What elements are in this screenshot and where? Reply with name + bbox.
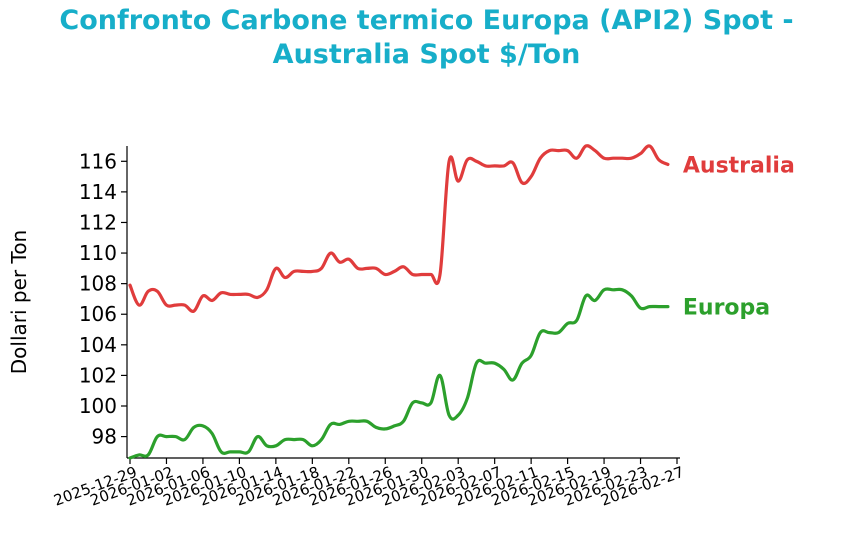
chart-title: Confronto Carbone termico Europa (API2) … [0,4,853,72]
series-line-australia [128,144,670,314]
series-line-europa [128,287,670,460]
y-tick-label: 108 [79,272,117,296]
axes [126,146,680,459]
chart-title-line-1: Confronto Carbone termico Europa (API2) … [59,5,794,36]
y-tick-label: 110 [79,241,117,265]
y-axis-label: Dollari per Ton [7,230,31,374]
y-tick-label: 98 [92,425,117,449]
y-tick-label: 102 [79,363,117,387]
y-ticks: 98 100 102 104 106 108 110 112 114 116 [79,149,127,449]
series-label-australia: Australia [683,153,795,178]
y-tick-label: 100 [79,394,117,418]
series-lines [128,144,670,460]
series-label-europa: Europa [683,296,770,321]
y-tick-label: 114 [79,180,117,204]
chart-title-line-2: Australia Spot $/Ton [272,39,581,70]
y-tick-label: 104 [79,333,117,357]
y-tick-label: 116 [79,149,117,173]
y-tick-label: 112 [79,210,117,234]
x-ticks: 2025-12-292026-01-022026-01-062026-01-10… [51,458,686,510]
y-tick-label: 106 [79,302,117,326]
series-labels: Australia Europa [683,153,795,320]
